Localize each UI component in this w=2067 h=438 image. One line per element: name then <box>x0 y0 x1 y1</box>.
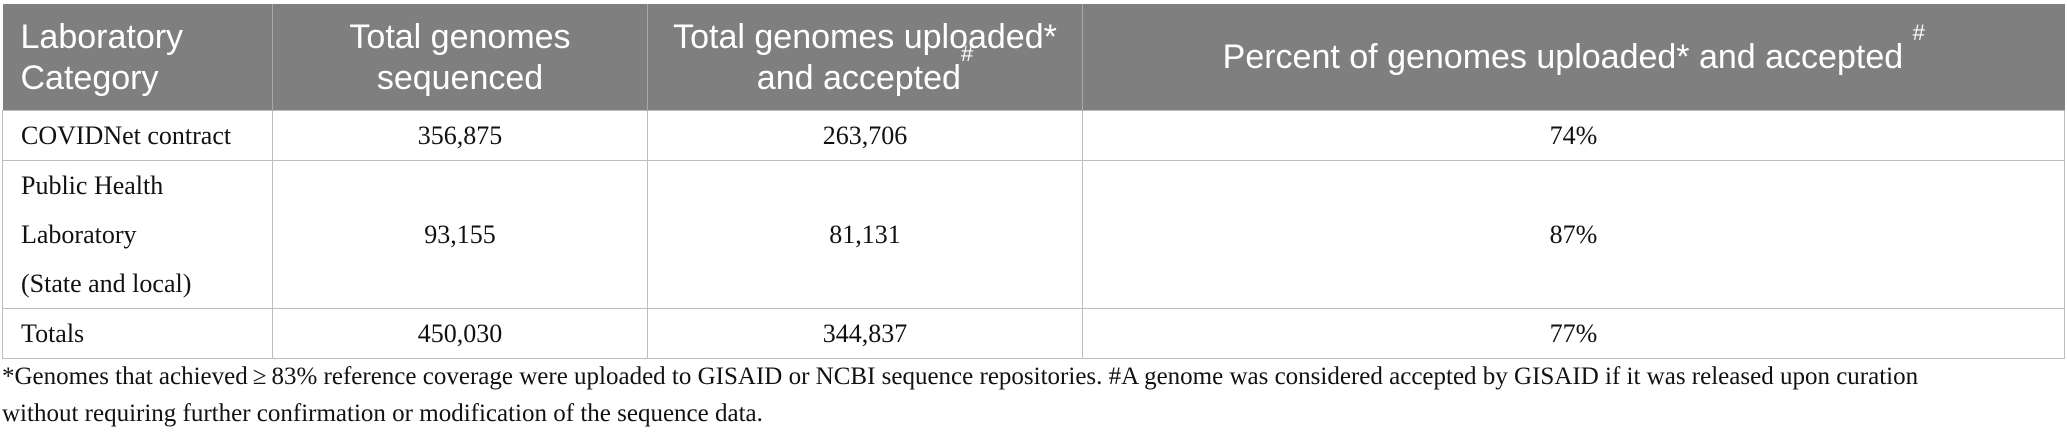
cell-accepted: 263,706 <box>647 109 1083 161</box>
cell-percent: 87% <box>1082 159 2065 309</box>
cell-category: Public Health Laboratory (State and loca… <box>2 159 273 309</box>
cell-sequenced: 450,030 <box>272 307 648 359</box>
table-footnote: *Genomes that achieved ≥ 83% reference c… <box>2 358 2052 432</box>
header-footnote-marker: # <box>1912 20 1925 46</box>
table-row: Public Health Laboratory (State and loca… <box>2 159 2065 309</box>
data-table-container: Laboratory Category Total genomes sequen… <box>2 4 2065 359</box>
table-header-row: Laboratory Category Total genomes sequen… <box>2 4 2065 110</box>
cell-percent: 77% <box>1082 307 2065 359</box>
cell-category-line1: Public Health Laboratory <box>21 170 164 249</box>
header-total-genomes-sequenced: Total genomes sequenced <box>272 4 648 110</box>
header-laboratory-category: Laboratory Category <box>2 4 273 110</box>
header-label: Total genomes uploaded* and accepted <box>673 17 1057 97</box>
header-footnote-marker: # <box>960 40 974 66</box>
cell-accepted: 344,837 <box>647 307 1083 359</box>
cell-percent: 74% <box>1082 109 2065 161</box>
header-label: Total genomes sequenced <box>349 17 571 97</box>
footnote-line-1: *Genomes that achieved ≥ 83% reference c… <box>2 363 1919 390</box>
cell-category-line2: (State and local) <box>21 268 192 298</box>
header-percent-uploaded-accepted: Percent of genomes uploaded* and accepte… <box>1082 4 2065 110</box>
cell-category: Totals <box>2 307 273 359</box>
header-label: Percent of genomes uploaded* and accepte… <box>1222 38 1904 77</box>
footnote-line-2: without requiring further confirmation o… <box>2 400 763 427</box>
header-label: Laboratory Category <box>20 17 184 97</box>
cell-accepted: 81,131 <box>647 159 1083 309</box>
header-total-genomes-uploaded-accepted: Total genomes uploaded* and accepted# <box>647 4 1083 110</box>
data-table: Laboratory Category Total genomes sequen… <box>2 4 2065 359</box>
cell-sequenced: 93,155 <box>272 159 648 309</box>
table-row: COVIDNet contract 356,875 263,706 74% <box>2 109 2065 161</box>
cell-sequenced: 356,875 <box>272 109 648 161</box>
cell-category: COVIDNet contract <box>2 109 273 161</box>
table-row-totals: Totals 450,030 344,837 77% <box>2 307 2065 359</box>
